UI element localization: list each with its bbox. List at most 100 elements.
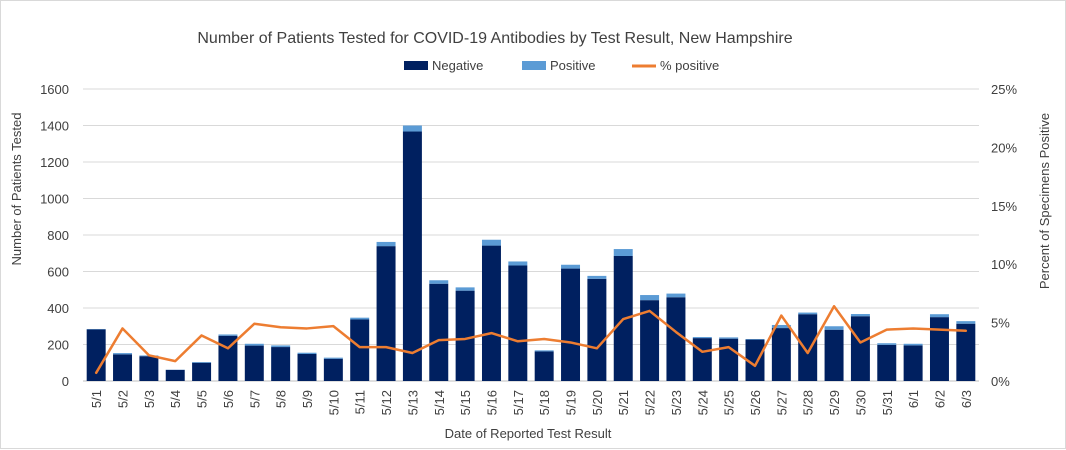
x-tick-label: 5/10 <box>326 390 341 415</box>
bar-positive <box>403 126 422 132</box>
x-tick-label: 6/1 <box>906 390 921 408</box>
x-tick-label: 5/20 <box>590 390 605 415</box>
bar-positive <box>666 294 685 298</box>
bar-negative <box>693 338 712 381</box>
x-tick-label: 5/3 <box>142 390 157 408</box>
y2-axis-title: Percent of Specimens Positive <box>1037 113 1052 289</box>
bar-positive <box>324 358 343 359</box>
x-tick-label: 5/19 <box>564 390 579 415</box>
y-tick-label: 200 <box>47 338 69 353</box>
bar-positive <box>298 353 317 354</box>
bar-negative <box>825 330 844 381</box>
x-tick-label: 5/2 <box>116 390 131 408</box>
bar-negative <box>192 363 211 381</box>
bar-negative <box>166 370 185 381</box>
bar-negative <box>877 345 896 381</box>
x-tick-label: 5/30 <box>853 390 868 415</box>
x-tick-label: 5/26 <box>748 390 763 415</box>
bar-negative <box>561 269 580 381</box>
y2-axis-ticks: 0%5%10%15%20%25% <box>991 82 1017 389</box>
x-tick-label: 5/15 <box>458 390 473 415</box>
x-tick-label: 5/14 <box>432 390 447 415</box>
bar-negative <box>377 246 396 381</box>
bar-negative <box>798 314 817 381</box>
y-tick-label: 600 <box>47 265 69 280</box>
legend-label-percent-positive: % positive <box>660 58 719 73</box>
x-tick-label: 5/11 <box>353 390 368 414</box>
x-tick-label: 5/25 <box>722 390 737 415</box>
x-tick-label: 5/24 <box>695 390 710 415</box>
y2-tick-label: 25% <box>991 82 1017 97</box>
bar-positive <box>877 343 896 345</box>
bar-negative <box>403 132 422 381</box>
bar-positive <box>746 339 765 340</box>
bar-positive <box>377 242 396 246</box>
bar-positive <box>851 314 870 316</box>
y2-tick-label: 0% <box>991 374 1010 389</box>
bar-negative <box>904 345 923 381</box>
x-tick-label: 5/4 <box>168 390 183 408</box>
x-tick-label: 5/8 <box>274 390 289 408</box>
x-tick-label: 5/13 <box>405 390 420 415</box>
x-tick-label: 5/7 <box>247 390 262 408</box>
y-tick-label: 400 <box>47 301 69 316</box>
y-tick-label: 1000 <box>40 192 69 207</box>
bar-positive <box>218 334 237 335</box>
bar-negative <box>350 319 369 381</box>
bar-negative <box>245 346 264 381</box>
bar-negative <box>429 284 448 381</box>
x-tick-label: 5/1 <box>89 390 104 408</box>
gridlines <box>83 89 979 381</box>
y2-tick-label: 10% <box>991 257 1017 272</box>
bar-positive <box>719 337 738 338</box>
x-tick-label: 5/21 <box>616 390 631 415</box>
y-axis-title: Number of Patients Tested <box>9 113 24 266</box>
x-tick-label: 5/27 <box>774 390 789 415</box>
x-tick-label: 5/22 <box>643 390 658 415</box>
bar-positive <box>587 276 606 279</box>
y-tick-label: 1600 <box>40 82 69 97</box>
bar-negative <box>930 317 949 381</box>
bar-negative <box>851 316 870 381</box>
y2-tick-label: 15% <box>991 199 1017 214</box>
bar-negative <box>719 339 738 381</box>
x-tick-label: 6/2 <box>932 390 947 408</box>
bar-positive <box>930 314 949 317</box>
legend-swatch-positive <box>522 61 546 70</box>
bar-positive <box>535 350 554 351</box>
bar-negative <box>956 324 975 381</box>
x-tick-label: 5/16 <box>484 390 499 415</box>
bar-negative <box>587 279 606 381</box>
y-tick-label: 800 <box>47 228 69 243</box>
x-tick-label: 5/31 <box>880 390 895 415</box>
legend: Negative Positive % positive <box>404 58 719 73</box>
y2-tick-label: 5% <box>991 316 1010 331</box>
y-tick-label: 1400 <box>40 119 69 134</box>
bar-negative <box>324 359 343 381</box>
legend-swatch-negative <box>404 61 428 70</box>
bar-positive <box>956 321 975 324</box>
bar-positive <box>482 240 501 246</box>
bar-negative <box>456 291 475 381</box>
bar-negative <box>482 246 501 381</box>
bar-positive <box>113 353 132 354</box>
x-tick-label: 5/18 <box>537 390 552 415</box>
bar-negative <box>508 265 527 381</box>
bar-negative <box>535 351 554 381</box>
bar-negative <box>298 354 317 381</box>
bar-series <box>87 126 976 382</box>
bar-positive <box>825 326 844 329</box>
chart-title: Number of Patients Tested for COVID-19 A… <box>197 30 792 47</box>
bar-negative <box>113 354 132 381</box>
bar-positive <box>508 261 527 265</box>
bar-negative <box>271 347 290 381</box>
bar-positive <box>614 249 633 256</box>
bar-positive <box>798 313 817 315</box>
legend-label-negative: Negative <box>432 58 483 73</box>
x-tick-label: 5/6 <box>221 390 236 408</box>
bar-positive <box>640 295 659 300</box>
bar-negative <box>666 297 685 381</box>
